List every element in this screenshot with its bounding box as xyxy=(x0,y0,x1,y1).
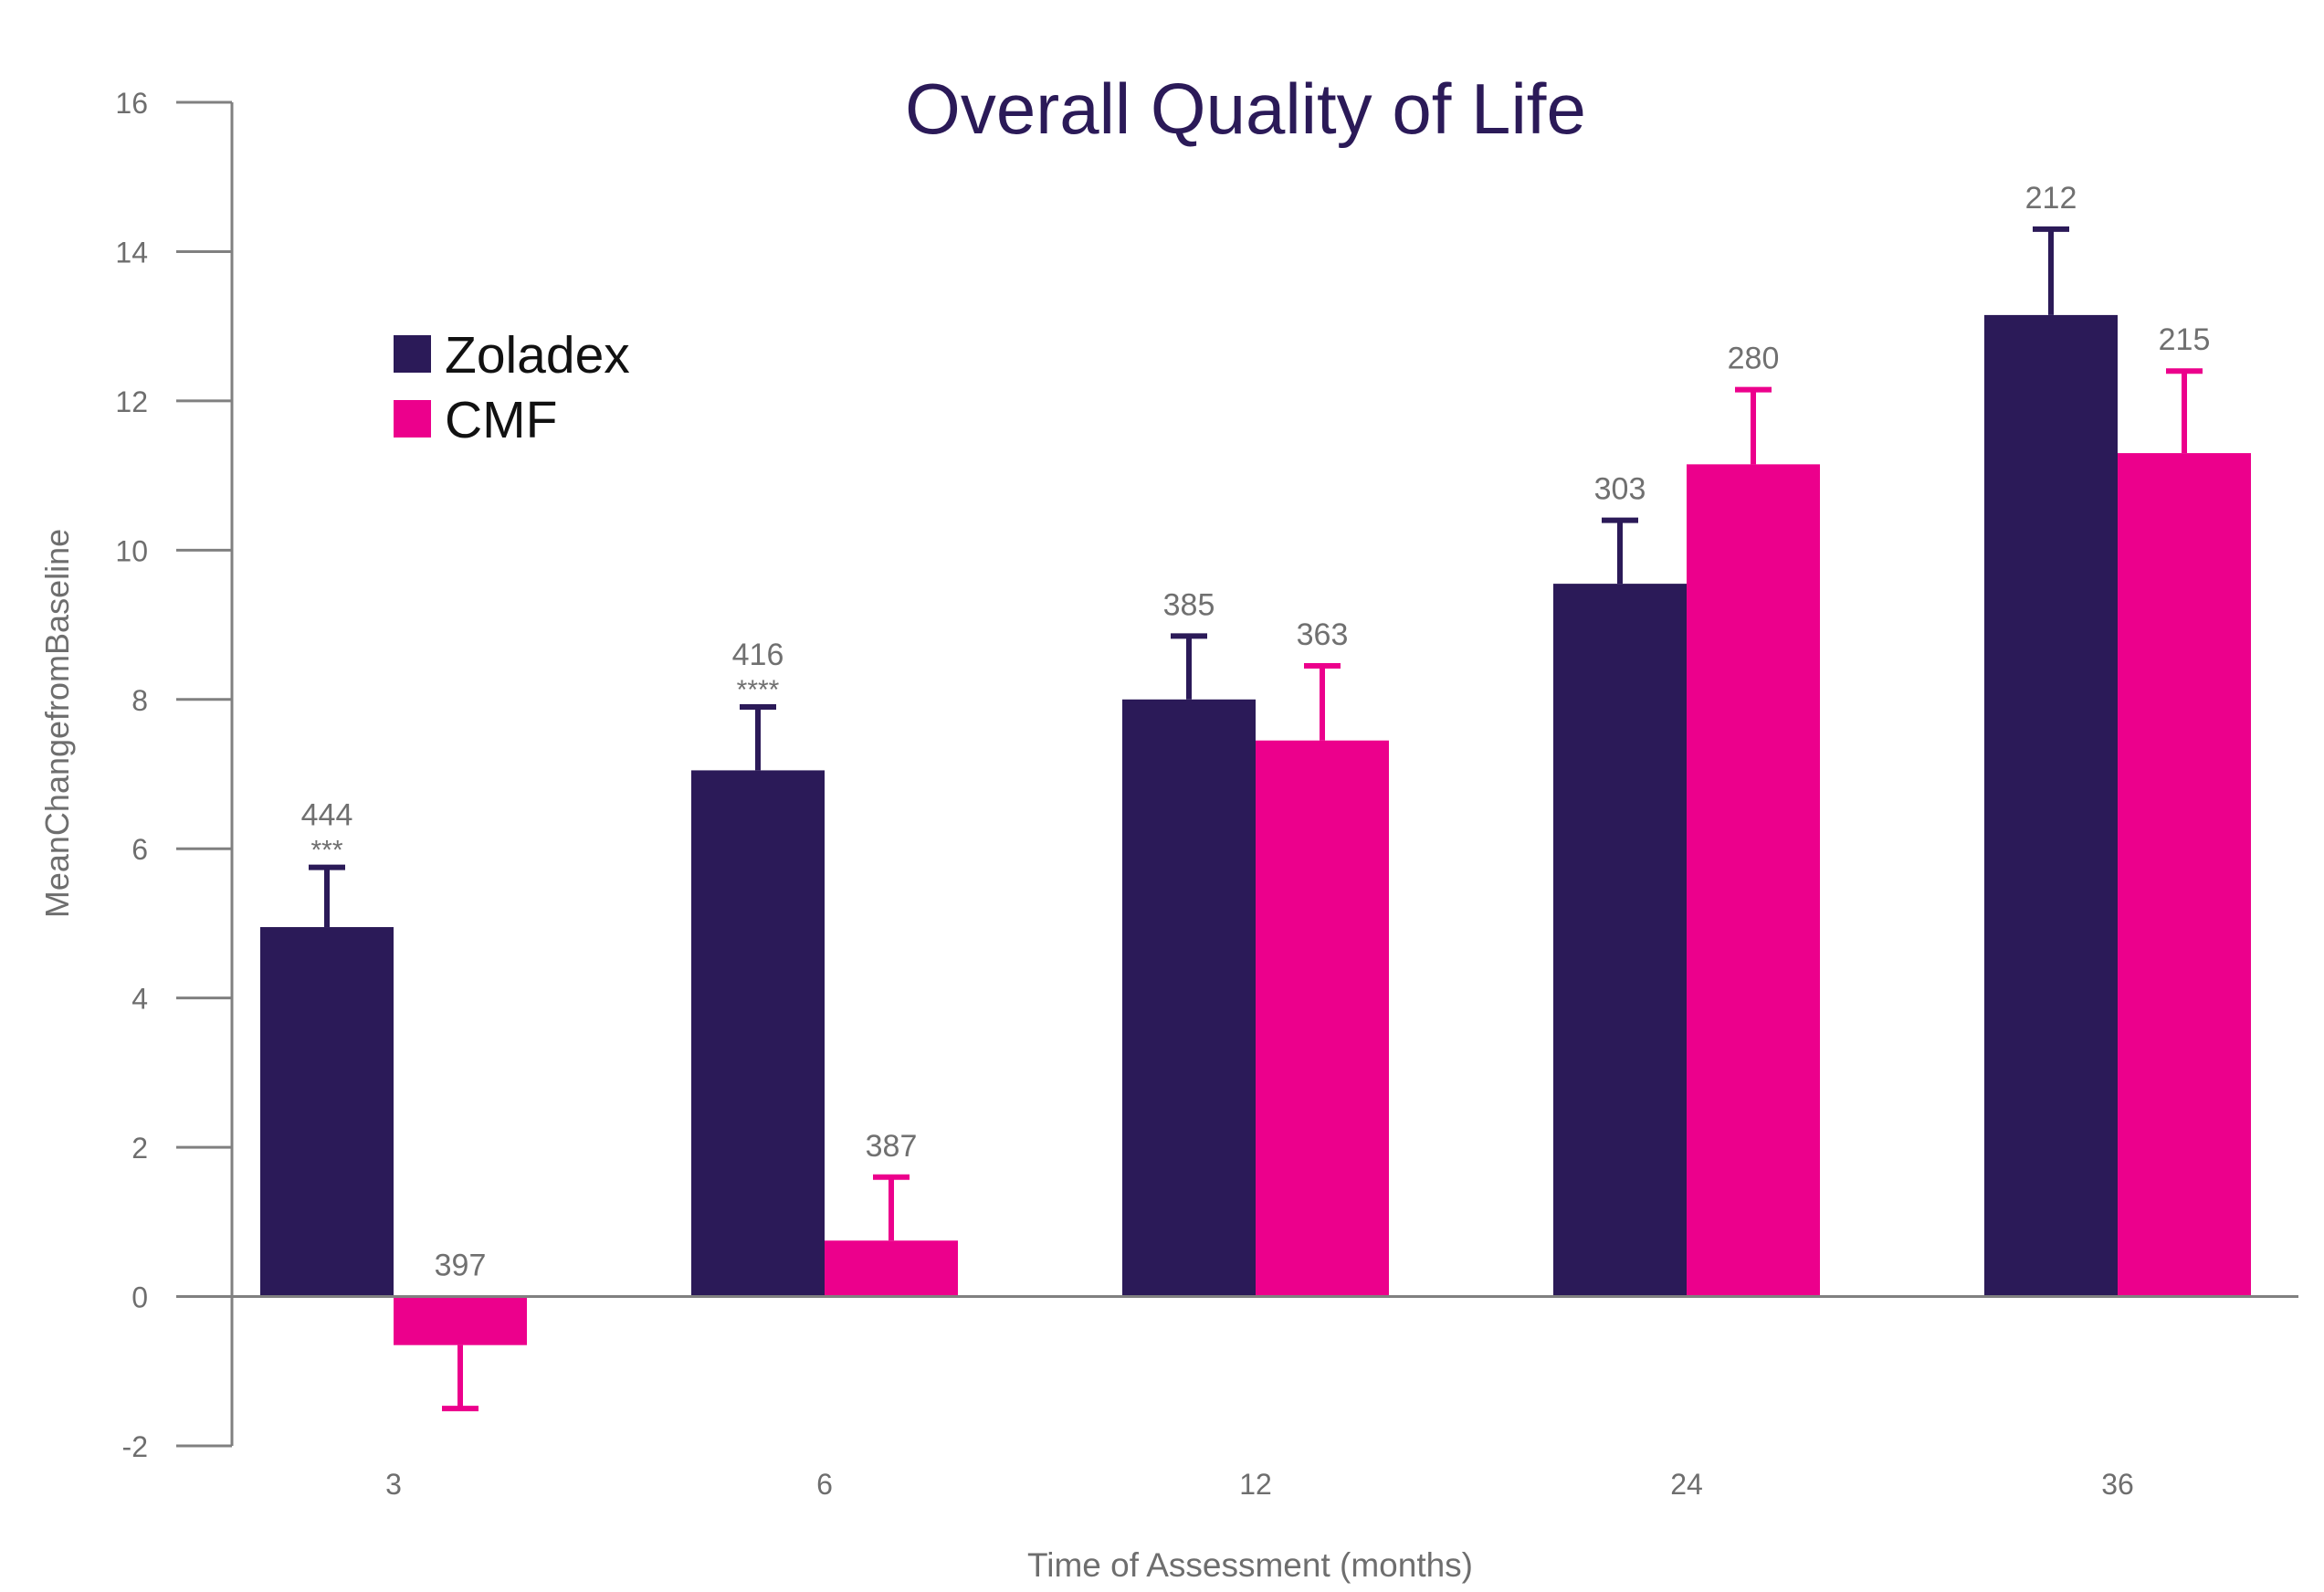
x-tick-label: 12 xyxy=(1239,1468,1272,1501)
error-bar-cmf-24 xyxy=(1735,386,1772,465)
y-tick-label: -2 xyxy=(122,1430,148,1463)
error-bar-zoladex-24 xyxy=(1602,517,1638,585)
x-tick-label: 24 xyxy=(1670,1468,1703,1501)
x-tick-label: 36 xyxy=(2101,1468,2134,1501)
sample-size-label: 397 xyxy=(435,1249,487,1283)
data-labels: ***444 ****416 385 303 212 397 387 363 280 215 xyxy=(301,181,2211,1283)
sample-size-label: 363 xyxy=(1297,617,1349,652)
sample-size-label: 303 xyxy=(1594,472,1646,507)
error-bar-zoladex-3 xyxy=(309,864,345,928)
x-axis-label: Time of Assessment (months) xyxy=(1027,1546,1473,1584)
error-bar-zoladex-6 xyxy=(740,703,776,771)
error-bar-cmf-3 xyxy=(442,1344,478,1412)
y-tick-label: 8 xyxy=(131,684,148,717)
bar-cmf-12 xyxy=(1256,740,1389,1297)
error-bar-zoladex-36 xyxy=(2033,226,2069,315)
bars xyxy=(260,314,2251,1345)
error-bar-zoladex-12 xyxy=(1171,633,1207,700)
y-axis-label: MeanChangefromBaseline xyxy=(38,529,76,918)
y-tick-label: 10 xyxy=(115,534,148,567)
error-bar-cmf-36 xyxy=(2166,368,2203,454)
error-bar-cmf-6 xyxy=(873,1174,910,1241)
sample-size-label: 280 xyxy=(1728,342,1780,376)
y-tick-label: 2 xyxy=(131,1132,148,1165)
legend: Zoladex CMF xyxy=(394,326,630,449)
bar-cmf-6 xyxy=(825,1240,958,1297)
y-tick-label: 6 xyxy=(131,833,148,866)
sample-size-label: 215 xyxy=(2159,322,2211,357)
y-tick-label: 12 xyxy=(115,385,148,418)
significance-label: *** xyxy=(310,836,342,866)
sample-size-label: 444 xyxy=(301,798,353,833)
bar-zoladex-6 xyxy=(691,770,825,1297)
chart-title: Overall Quality of Life xyxy=(905,69,1586,149)
legend-label-zoladex: Zoladex xyxy=(445,326,630,385)
y-tick-label: 0 xyxy=(131,1281,148,1314)
bar-zoladex-36 xyxy=(1984,314,2118,1297)
bar-zoladex-24 xyxy=(1553,584,1687,1297)
bar-zoladex-12 xyxy=(1122,699,1256,1297)
bar-zoladex-3 xyxy=(260,927,394,1297)
sample-size-label: 387 xyxy=(866,1129,918,1164)
bar-cmf-3 xyxy=(394,1296,527,1345)
x-tick-label: 3 xyxy=(385,1468,402,1501)
legend-swatch-cmf xyxy=(394,400,431,438)
significance-label: **** xyxy=(737,675,780,705)
y-tick-label: 16 xyxy=(115,87,148,120)
y-tick-label: 4 xyxy=(131,983,148,1016)
legend-label-cmf: CMF xyxy=(445,391,557,449)
y-tick-label: 14 xyxy=(115,236,148,269)
x-tick-label: 6 xyxy=(816,1468,833,1501)
sample-size-label: 385 xyxy=(1163,587,1215,622)
error-bars xyxy=(309,226,2203,1412)
sample-size-label: 212 xyxy=(2025,181,2077,216)
bar-cmf-36 xyxy=(2118,453,2251,1297)
bar-cmf-24 xyxy=(1687,464,1820,1297)
legend-swatch-zoladex xyxy=(394,335,431,373)
error-bar-cmf-12 xyxy=(1304,663,1341,741)
sample-size-label: 416 xyxy=(732,638,784,672)
